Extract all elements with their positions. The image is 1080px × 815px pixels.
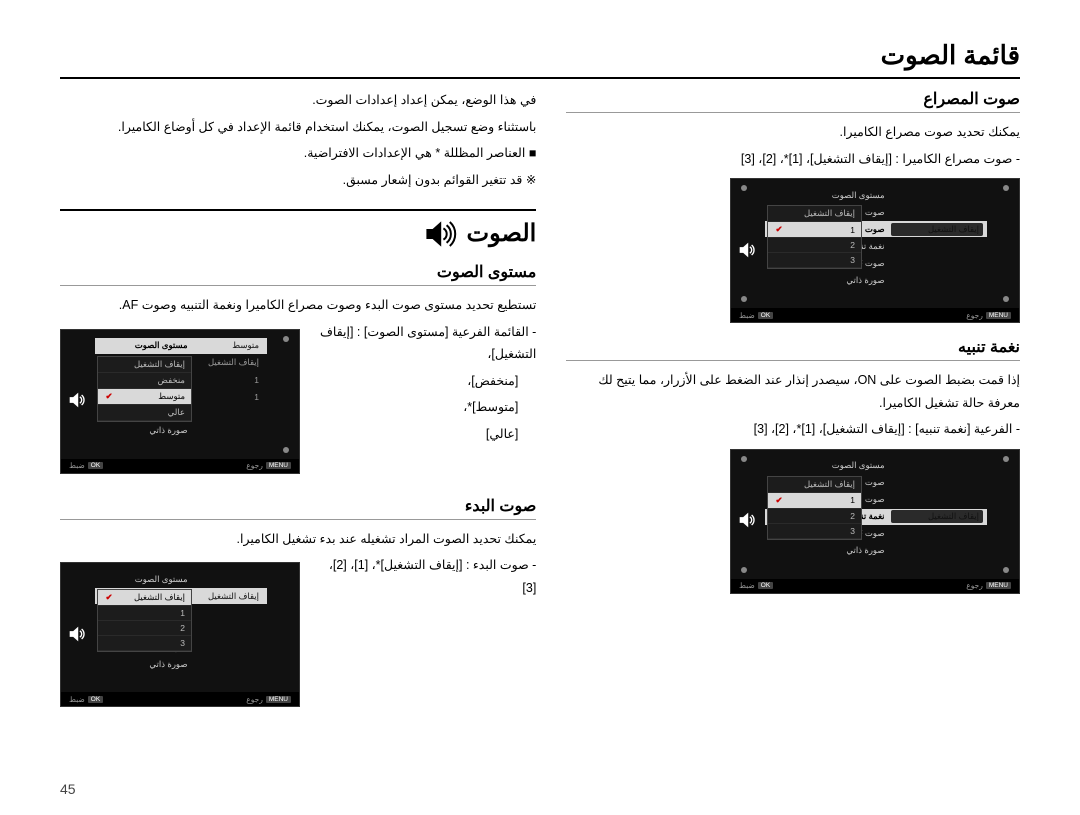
intro-p2: باستثناء وضع تسجيل الصوت، يمكنك استخدام … (60, 116, 536, 139)
intro-note: ※ قد تتغير القوائم بدون إشعار مسبق. (60, 169, 536, 192)
menu-row-self: صورة ذاتي (95, 423, 267, 439)
shutter-screenshot: مستوى الصوت صوت البدء إيقاف التشغيلصوت ا… (730, 178, 1020, 323)
sub-high: عالي (98, 405, 191, 421)
start-sound-screenshot: مستوى الصوت إيقاف التشغيلصوت البدء صوت ا… (60, 562, 300, 707)
menu-speaker-icon (69, 626, 87, 643)
beep-subpanel: إيقاف التشغيل 1✔ 2 3 (767, 476, 862, 540)
start-sound-p1: يمكنك تحديد الصوت المراد تشغيله عند بدء … (60, 528, 536, 551)
beep-heading: نغمة تنبيه (566, 337, 1020, 361)
sub-off: إيقاف التشغيل (768, 206, 861, 222)
intro-p1: في هذا الوضع، يمكن إعداد إعدادات الصوت. (60, 89, 536, 112)
menu-row-volume: متوسط مستوى الصوت (95, 338, 267, 354)
sub-1: 1✔ (768, 493, 861, 509)
page-title: قائمة الصوت (60, 40, 1020, 79)
volume-opt3: [عالي] (314, 423, 536, 446)
menu-row-volume: مستوى الصوت (765, 458, 987, 474)
sub-off: إيقاف التشغيل (98, 357, 191, 373)
menu-speaker-icon (739, 513, 757, 530)
beep-screenshot: مستوى الصوت صوت البدء صوت الغالق إيقاف ا… (730, 449, 1020, 594)
sub-3: 3 (768, 524, 861, 539)
page-number: 45 (60, 781, 76, 797)
volume-subpanel: إيقاف التشغيل منخفض متوسط✔ عالي (97, 356, 192, 422)
right-column: في هذا الوضع، يمكن إعداد إعدادات الصوت. … (60, 89, 536, 715)
volume-opt1: [منخفض]، (314, 370, 536, 393)
beep-sub: - الفرعية [نغمة تنبيه] : [إيقاف التشغيل]… (566, 418, 1020, 441)
shutter-subpanel: إيقاف التشغيل 1✔ 2 3 (767, 205, 862, 269)
menu-row-volume: مستوى الصوت (765, 187, 987, 203)
sub-2: 2 (768, 238, 861, 253)
volume-opt2: [متوسط]*، (314, 396, 536, 419)
sub-1: 1 (98, 606, 191, 621)
menu-footer: MENUرجوع OKضبط (61, 459, 299, 473)
menu-speaker-icon (739, 242, 757, 259)
sound-heading: الصوت (60, 209, 536, 248)
menu-row-volume: مستوى الصوت (95, 571, 267, 587)
volume-p1: تستطيع تحديد مستوى صوت البدء وصوت مصراع … (60, 294, 536, 317)
menu-row-self: صورة ذاتي (95, 656, 267, 672)
sub-low: منخفض (98, 373, 191, 389)
sub-off: إيقاف التشغيل✔ (98, 590, 191, 606)
shutter-heading: صوت المصراع (566, 89, 1020, 113)
shutter-p1: يمكنك تحديد صوت مصراع الكاميرا. (566, 121, 1020, 144)
sub-off: إيقاف التشغيل (768, 477, 861, 493)
sound-heading-text: الصوت (467, 219, 537, 248)
sub-med: متوسط✔ (98, 389, 191, 405)
volume-menu-screenshot: متوسط مستوى الصوت إيقاف التشغيلصوت البدء… (60, 329, 300, 474)
shutter-sub: - صوت مصراع الكاميرا : [إيقاف التشغيل]، … (566, 148, 1020, 171)
volume-heading: مستوى الصوت (60, 262, 536, 286)
menu-row-self: صورة ذاتي (765, 272, 987, 288)
start-sound-sub: - صوت البدء : [إيقاف التشغيل]*، [1]، [2]… (314, 554, 536, 599)
menu-row-self: صورة ذاتي (765, 543, 987, 559)
left-column: صوت المصراع يمكنك تحديد صوت مصراع الكامي… (566, 89, 1020, 715)
sub-3: 3 (98, 636, 191, 651)
intro-bullet: ■ العناصر المظللة * هي الإعدادات الافترا… (60, 142, 536, 165)
beep-p1: إذا قمت بضبط الصوت على ON، سيصدر إنذار ع… (566, 369, 1020, 414)
start-sound-heading: صوت البدء (60, 496, 536, 520)
speaker-icon (425, 221, 457, 247)
start-subpanel: إيقاف التشغيل✔ 1 2 3 (97, 589, 192, 652)
sub-3: 3 (768, 253, 861, 268)
sub-1: 1✔ (768, 222, 861, 238)
menu-speaker-icon (69, 393, 87, 410)
sub-2: 2 (768, 509, 861, 524)
sub-2: 2 (98, 621, 191, 636)
volume-sub: - القائمة الفرعية [مستوى الصوت] : [إيقاف… (314, 321, 536, 366)
